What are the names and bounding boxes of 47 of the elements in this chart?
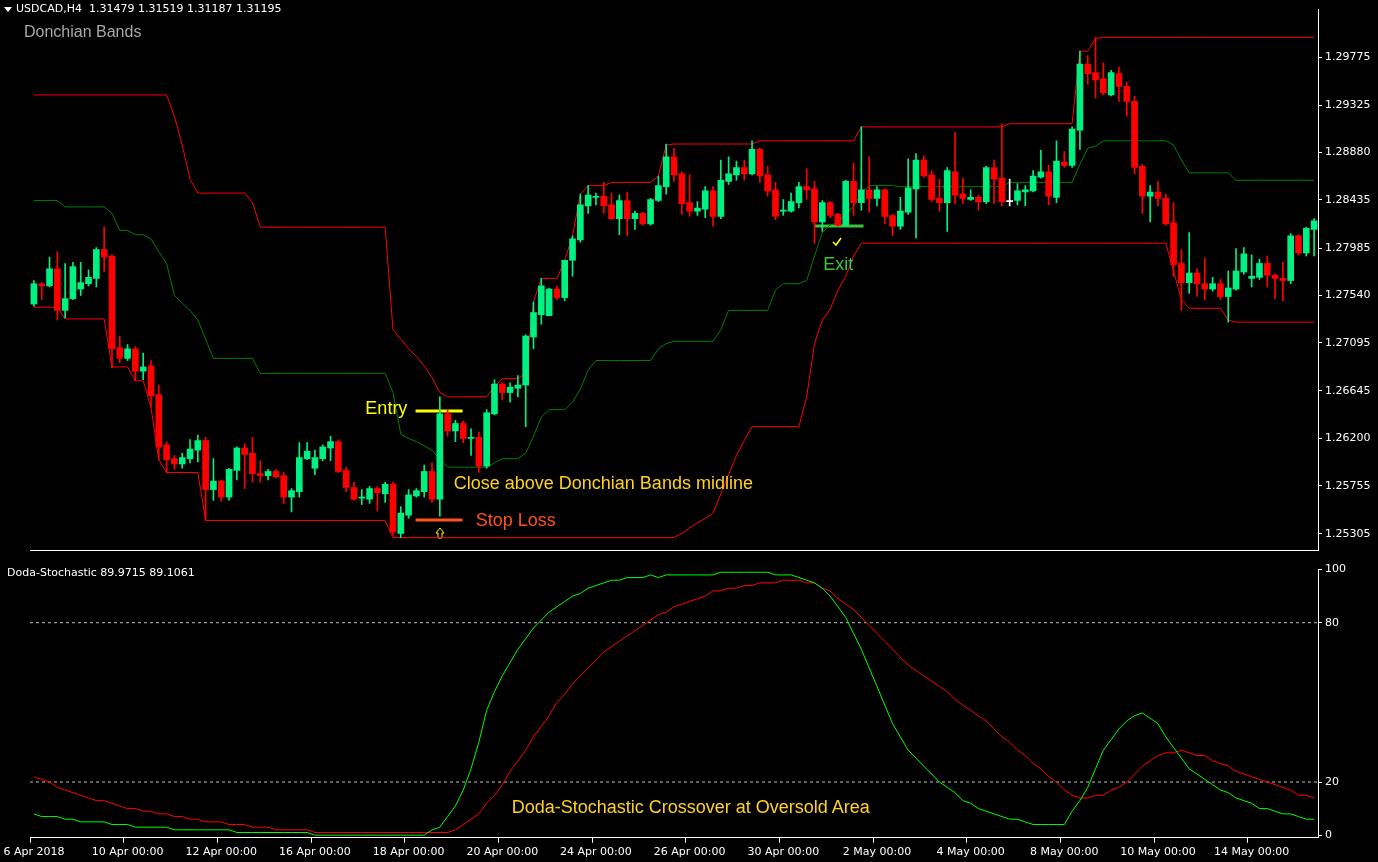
y-tick-label: 1.27540 [1325,288,1371,302]
candlestick [139,352,147,381]
candlestick [61,263,69,319]
text: Donchian Bands [24,23,142,41]
y-tick-label: 1.25755 [1325,478,1371,492]
candlestick [1185,232,1193,294]
x-tick-label: 26 Apr 00:00 [653,845,726,859]
y-tick-label: 1.28435 [1325,192,1371,206]
x-tick-label: 2 May 00:00 [842,845,912,859]
annotation: Close above Donchian Bands midline [453,473,753,494]
y-tick-label: 20 [1325,774,1339,788]
chart-title: Doda-Stochastic 89.9715 89.1061 [7,566,195,579]
y-tick-label: 100 [1325,562,1346,576]
candlestick [1060,151,1068,168]
x-tick-label: 16 Apr 00:00 [279,845,351,859]
chart-title: USDCAD,H4 1.31479 1.31519 1.31187 1.31195 [16,2,282,15]
x-tick-label: 6 Apr 2018 [3,845,65,859]
x-tick-label: 10 Apr 00:00 [91,845,164,859]
x-tick-label: 14 May 00:00 [1213,845,1290,859]
x-tick-label: 24 Apr 00:00 [560,845,632,859]
x-tick-label: 8 May 00:00 [1030,845,1099,859]
annotation: Doda-Stochastic Crossover at Oversold Area [511,797,870,818]
x-tick-label: 20 Apr 00:00 [466,845,539,859]
candlestick [1037,150,1045,179]
candlestick [592,192,600,206]
candlestick [1146,185,1154,223]
candlestick [1279,262,1287,302]
y-tick-label: 1.26645 [1325,383,1371,397]
x-tick-label: 18 Apr 00:00 [372,845,445,859]
annotation: Stop Loss [475,509,556,530]
y-tick-label: 1.28880 [1325,145,1371,159]
x-tick-label: 30 Apr 00:00 [747,845,820,859]
candlestick [467,428,475,456]
y-tick-label: 80 [1325,615,1339,629]
x-tick-label: 4 May 00:00 [936,845,1005,859]
annotation: Entry [365,398,408,419]
y-tick-label: 0 [1325,828,1332,841]
y-tick-label: 1.29325 [1325,97,1371,111]
x-tick-label: 10 May 00:00 [1120,845,1196,859]
y-tick-label: 1.26200 [1325,431,1371,445]
y-tick-label: 1.27985 [1325,240,1371,254]
candlestick [514,375,522,398]
candlestick [38,282,46,301]
y-tick-label: 1.27095 [1325,335,1371,349]
x-tick-label: 12 Apr 00:00 [185,845,258,859]
y-tick-label: 1.29775 [1325,49,1371,63]
y-tick-label: 1.25305 [1325,526,1371,540]
